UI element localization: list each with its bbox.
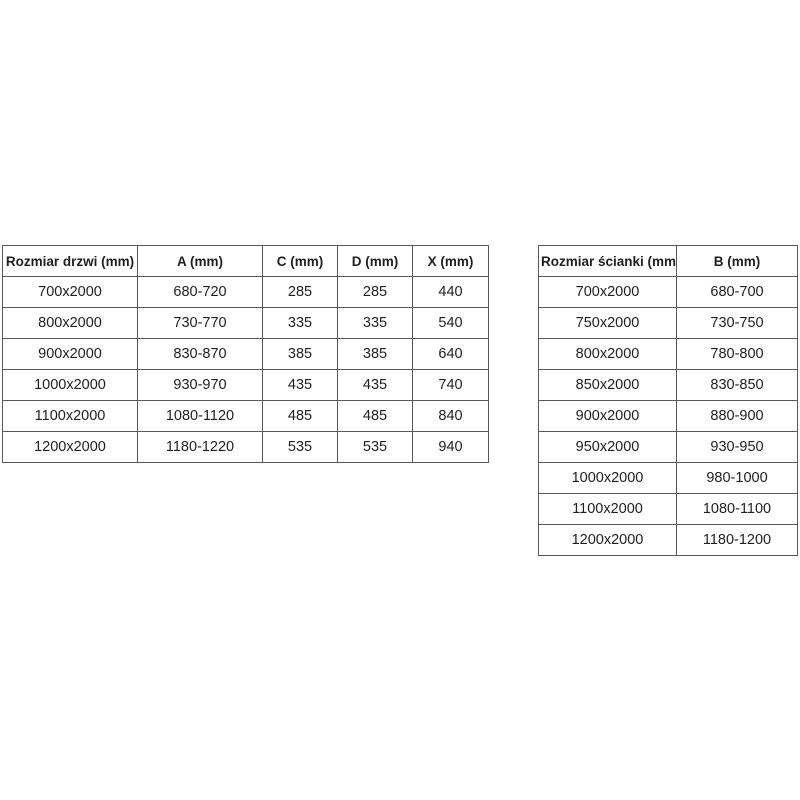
table-cell: 800x2000 <box>2 307 138 339</box>
table-cell: 1080-1120 <box>137 400 263 432</box>
table-cell: 335 <box>337 307 413 339</box>
table-cell: 850x2000 <box>538 369 677 401</box>
table-cell: 680-700 <box>676 276 798 308</box>
table-row: 1200x2000 1180-1220 535 535 940 <box>2 431 489 463</box>
table-cell: 700x2000 <box>538 276 677 308</box>
table-cell: 880-900 <box>676 400 798 432</box>
table-cell: 485 <box>262 400 338 432</box>
table-header-row: Rozmiar ścianki (mm) B (mm) <box>538 245 798 277</box>
table-cell: 640 <box>412 338 489 370</box>
table-row: 800x2000 780-800 <box>538 338 798 370</box>
table-cell: 980-1000 <box>676 462 798 494</box>
table-cell: 1200x2000 <box>2 431 138 463</box>
table-cell: 285 <box>337 276 413 308</box>
table-cell: 930-970 <box>137 369 263 401</box>
table-cell: 1180-1220 <box>137 431 263 463</box>
table-row: 1000x2000 930-970 435 435 740 <box>2 369 489 401</box>
table-cell: 700x2000 <box>2 276 138 308</box>
table-row: 950x2000 930-950 <box>538 431 798 463</box>
table-cell: 1100x2000 <box>2 400 138 432</box>
table-cell: 440 <box>412 276 489 308</box>
table-cell: 435 <box>262 369 338 401</box>
table-row: 1100x2000 1080-1100 <box>538 493 798 525</box>
door-size-table: Rozmiar drzwi (mm) A (mm) C (mm) D (mm) … <box>2 245 489 463</box>
table-cell: 385 <box>337 338 413 370</box>
table-cell: 800x2000 <box>538 338 677 370</box>
table-cell: 840 <box>412 400 489 432</box>
table-cell: 385 <box>262 338 338 370</box>
table-row: 700x2000 680-700 <box>538 276 798 308</box>
table-cell: 435 <box>337 369 413 401</box>
table-cell: 900x2000 <box>538 400 677 432</box>
table-cell: 950x2000 <box>538 431 677 463</box>
table-cell: 730-770 <box>137 307 263 339</box>
table-row: 700x2000 680-720 285 285 440 <box>2 276 489 308</box>
column-header-door-size: Rozmiar drzwi (mm) <box>2 245 138 277</box>
wall-size-table: Rozmiar ścianki (mm) B (mm) 700x2000 680… <box>538 245 798 556</box>
table-cell: 1000x2000 <box>538 462 677 494</box>
table-row: 750x2000 730-750 <box>538 307 798 339</box>
column-header-x: X (mm) <box>412 245 489 277</box>
table-cell: 540 <box>412 307 489 339</box>
column-header-wall-size: Rozmiar ścianki (mm) <box>538 245 677 277</box>
table-cell: 730-750 <box>676 307 798 339</box>
table-cell: 1180-1200 <box>676 524 798 556</box>
table-row: 850x2000 830-850 <box>538 369 798 401</box>
table-cell: 1200x2000 <box>538 524 677 556</box>
table-cell: 1100x2000 <box>538 493 677 525</box>
table-cell: 900x2000 <box>2 338 138 370</box>
table-row: 900x2000 830-870 385 385 640 <box>2 338 489 370</box>
column-header-c: C (mm) <box>262 245 338 277</box>
table-cell: 940 <box>412 431 489 463</box>
table-cell: 285 <box>262 276 338 308</box>
table-cell: 335 <box>262 307 338 339</box>
column-header-a: A (mm) <box>137 245 263 277</box>
table-row: 1200x2000 1180-1200 <box>538 524 798 556</box>
table-cell: 485 <box>337 400 413 432</box>
table-cell: 830-870 <box>137 338 263 370</box>
table-cell: 680-720 <box>137 276 263 308</box>
table-cell: 1000x2000 <box>2 369 138 401</box>
table-cell: 930-950 <box>676 431 798 463</box>
table-cell: 830-850 <box>676 369 798 401</box>
table-row: 800x2000 730-770 335 335 540 <box>2 307 489 339</box>
table-row: 1100x2000 1080-1120 485 485 840 <box>2 400 489 432</box>
table-row: 1000x2000 980-1000 <box>538 462 798 494</box>
table-cell: 750x2000 <box>538 307 677 339</box>
table-row: 900x2000 880-900 <box>538 400 798 432</box>
column-header-d: D (mm) <box>337 245 413 277</box>
table-cell: 535 <box>262 431 338 463</box>
table-header-row: Rozmiar drzwi (mm) A (mm) C (mm) D (mm) … <box>2 245 489 277</box>
table-cell: 780-800 <box>676 338 798 370</box>
table-cell: 740 <box>412 369 489 401</box>
column-header-b: B (mm) <box>676 245 798 277</box>
table-cell: 535 <box>337 431 413 463</box>
table-cell: 1080-1100 <box>676 493 798 525</box>
